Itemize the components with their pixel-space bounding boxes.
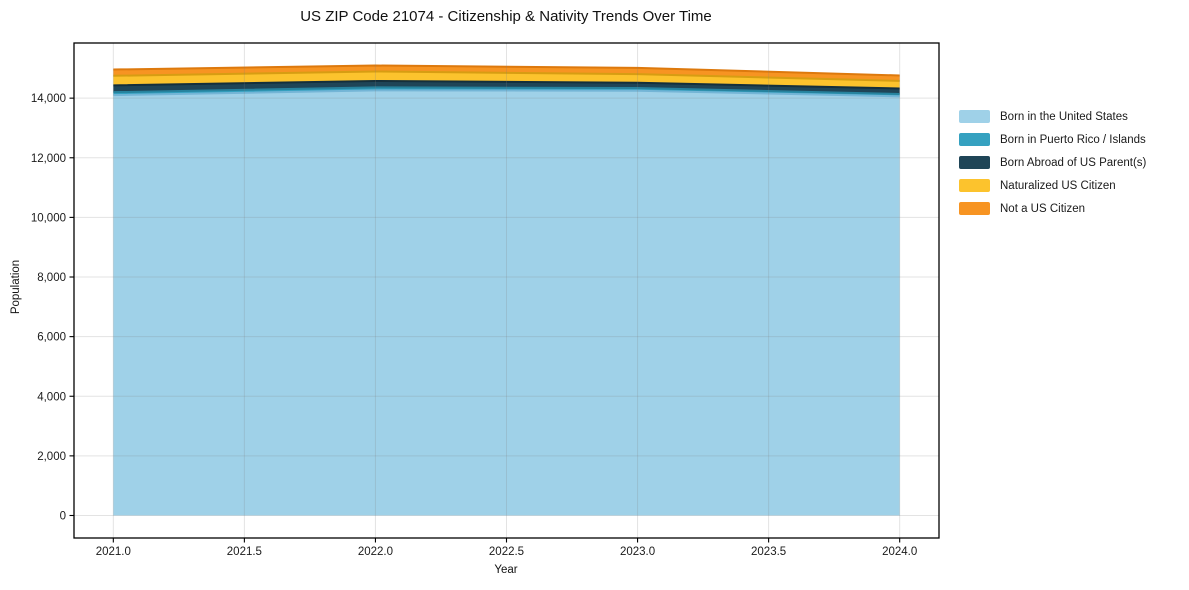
legend-item-not-a-us-citizen: Not a US Citizen — [959, 197, 1146, 220]
chart-title: US ZIP Code 21074 - Citizenship & Nativi… — [300, 8, 712, 25]
area-edge-born-abroad-of-us-parent-s — [113, 80, 900, 90]
legend-swatch-born-in-puerto-rico-islands — [959, 133, 990, 146]
area-series-naturalized-us-citizen — [113, 71, 900, 89]
legend-label: Born in Puerto Rico / Islands — [1000, 133, 1146, 146]
y-tick-label: 6,000 — [37, 332, 66, 344]
legend-swatch-naturalized-us-citizen — [959, 179, 990, 192]
x-tick-label: 2023.0 — [620, 546, 655, 558]
legend-swatch-not-a-us-citizen — [959, 202, 990, 215]
area-series-born-in-the-united-states — [113, 90, 900, 516]
legend-swatch-born-abroad-of-us-parent-s — [959, 156, 990, 169]
x-tick-label: 2023.5 — [751, 546, 786, 558]
area-edge-not-a-us-citizen — [113, 64, 900, 77]
y-tick-label: 12,000 — [31, 153, 66, 165]
legend-label: Born Abroad of US Parent(s) — [1000, 156, 1147, 169]
legend-label: Naturalized US Citizen — [1000, 179, 1116, 192]
x-tick-label: 2022.5 — [489, 546, 524, 558]
x-tick-label: 2021.0 — [96, 546, 131, 558]
area-edge-naturalized-us-citizen — [113, 70, 900, 82]
area-edge-born-in-the-united-states — [113, 89, 900, 98]
y-tick-label: 8,000 — [37, 272, 66, 284]
x-tick-label: 2022.0 — [358, 546, 393, 558]
y-tick-label: 10,000 — [31, 212, 66, 224]
y-tick-label: 2,000 — [37, 451, 66, 463]
legend-item-born-in-puerto-rico-islands: Born in Puerto Rico / Islands — [959, 128, 1146, 151]
x-tick-label: 2024.0 — [882, 546, 917, 558]
legend-item-naturalized-us-citizen: Naturalized US Citizen — [959, 174, 1146, 197]
area-edge-born-in-puerto-rico-islands — [113, 86, 900, 95]
x-tick-label: 2021.5 — [227, 546, 262, 558]
legend-label: Not a US Citizen — [1000, 202, 1086, 215]
legend-swatch-born-in-the-united-states — [959, 110, 990, 123]
y-tick-label: 14,000 — [31, 93, 66, 105]
y-tick-label: 0 — [60, 510, 66, 522]
area-series-not-a-us-citizen — [113, 65, 900, 81]
legend-item-born-in-the-united-states: Born in the United States — [959, 105, 1146, 128]
x-axis-label: Year — [494, 564, 518, 576]
legend-item-born-abroad-of-us-parent-s: Born Abroad of US Parent(s) — [959, 151, 1146, 174]
legend: Born in the United States Born in Puerto … — [959, 105, 1146, 220]
y-tick-label: 4,000 — [37, 391, 66, 403]
legend-label: Born in the United States — [1000, 110, 1128, 123]
